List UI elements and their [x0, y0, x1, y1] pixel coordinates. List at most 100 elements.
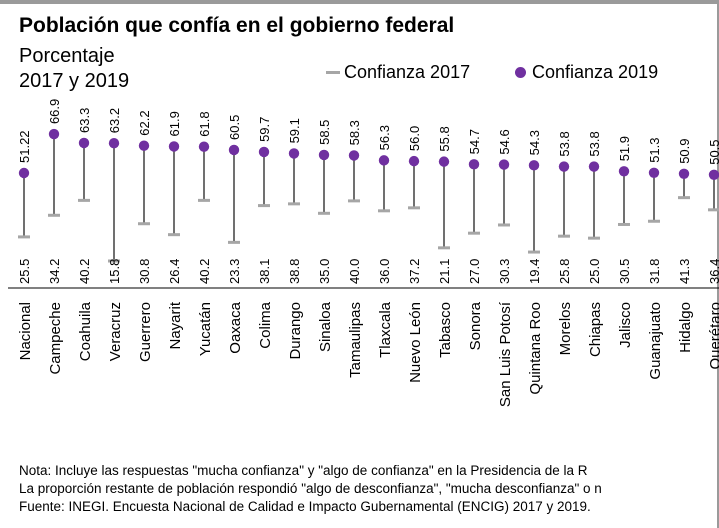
category-label: Tlaxcala: [377, 301, 394, 358]
legend-line-marker: [326, 71, 340, 74]
data-label-2017: 26.4: [167, 259, 182, 284]
data-label-2019: 58.3: [347, 120, 362, 145]
data-label-2019: 53.8: [587, 131, 602, 156]
category-label: Nacional: [17, 302, 34, 360]
point-2019: [108, 138, 120, 149]
category-label: Tamaulipas: [347, 302, 364, 378]
data-label-2019: 60.5: [227, 115, 242, 140]
point-2019: [18, 167, 30, 179]
data-label-2019: 59.1: [287, 118, 302, 143]
data-label-2019: 53.8: [557, 131, 572, 156]
category-label: Morelos: [557, 302, 574, 355]
data-label-2019: 62.2: [137, 110, 152, 135]
point-2019: [618, 166, 630, 177]
data-label-2019: 63.3: [77, 108, 92, 133]
data-label-2019: 66.9: [47, 99, 62, 124]
point-2019: [228, 144, 240, 156]
category-label: Sonora: [467, 301, 484, 350]
category-label: Querétaro: [707, 302, 719, 370]
point-2019: [468, 159, 480, 170]
footnote-line-1: Nota: Incluye las respuestas "mucha conf…: [19, 463, 588, 478]
category-label: Tabasco: [437, 302, 454, 358]
data-label-2017: 36.4: [707, 259, 719, 284]
frame-right-border: [717, 0, 719, 528]
point-2019: [408, 155, 420, 167]
data-label-2017: 40.0: [347, 259, 362, 284]
data-label-2017: 25.0: [587, 259, 602, 284]
category-label: Jalisco: [617, 302, 634, 348]
data-label-2017: 30.5: [617, 259, 632, 284]
data-label-2019: 54.3: [527, 130, 542, 155]
point-2019: [168, 141, 180, 152]
data-label-2017: 27.0: [467, 259, 482, 284]
point-2019: [678, 168, 690, 179]
point-2019: [378, 155, 390, 166]
legend-label-2019: Confianza 2019: [532, 62, 659, 82]
chart-title: Población que confía en el gobierno fede…: [19, 14, 455, 37]
data-label-2017: 30.3: [497, 259, 512, 284]
subtitle-units: Porcentaje: [19, 45, 115, 67]
data-label-2019: 51.22: [17, 130, 32, 163]
category-label: Yucatán: [197, 302, 214, 356]
footnote-line-2: La proporción restante de población resp…: [19, 481, 602, 496]
point-2019: [528, 160, 540, 171]
category-label: Colima: [257, 301, 274, 348]
footnote-source: Fuente: INEGI. Encuesta Nacional de Cali…: [19, 499, 591, 514]
data-label-2017: 21.1: [437, 259, 452, 284]
data-label-2017: 36.0: [377, 259, 392, 284]
point-2019: [198, 141, 210, 152]
point-2019: [648, 167, 660, 179]
point-2019: [288, 148, 300, 159]
data-label-2019: 56.0: [407, 126, 422, 151]
data-label-2017: 30.8: [137, 259, 152, 284]
point-2019: [258, 146, 270, 158]
category-label: Veracruz: [107, 302, 124, 361]
point-2019: [498, 159, 510, 170]
data-label-2019: 50.5: [707, 139, 719, 164]
point-2019: [78, 137, 90, 149]
point-2019: [438, 156, 450, 167]
point-2019: [708, 169, 719, 180]
chart-subtitle: Porcentaje 2017 y 2019: [19, 44, 129, 94]
frame-top-border: [0, 0, 719, 4]
data-label-2019: 56.3: [377, 125, 392, 150]
data-label-2019: 51.9: [617, 136, 632, 161]
category-label: Nayarit: [167, 301, 184, 349]
category-label: Campeche: [47, 302, 64, 375]
data-label-2017: 40.2: [197, 259, 212, 284]
data-label-2019: 58.5: [317, 120, 332, 145]
data-label-2019: 61.8: [197, 111, 212, 136]
legend-dot-marker: [515, 67, 526, 78]
data-label-2017: 23.3: [227, 259, 242, 284]
point-2019: [138, 140, 150, 151]
data-label-2017: 37.2: [407, 259, 422, 284]
point-2019: [48, 128, 60, 140]
data-label-2017: 38.8: [287, 259, 302, 284]
data-label-2017: 35.0: [317, 259, 332, 284]
data-label-2017: 40.2: [77, 259, 92, 284]
legend-item-2017: Confianza 2017: [326, 62, 470, 83]
data-label-2019: 55.8: [437, 126, 452, 151]
category-label: San Luis Potosí: [497, 301, 514, 407]
data-label-2019: 61.9: [167, 111, 182, 136]
data-label-2019: 50.9: [677, 138, 692, 163]
data-label-2017: 31.8: [647, 259, 662, 284]
category-label: Guerrero: [137, 302, 154, 362]
legend-item-2019: Confianza 2019: [515, 62, 658, 83]
point-2019: [588, 161, 600, 172]
data-label-2019: 63.2: [107, 108, 122, 133]
category-label: Chiapas: [587, 302, 604, 357]
data-label-2017: 15.8: [107, 259, 122, 284]
point-2019: [318, 149, 330, 161]
category-label: Sinaloa: [317, 301, 334, 352]
data-label-2019: 59.7: [257, 117, 272, 142]
category-label: Durango: [287, 302, 304, 360]
data-label-2017: 34.2: [47, 259, 62, 284]
data-label-2017: 25.8: [557, 259, 572, 284]
subtitle-years: 2017 y 2019: [19, 70, 130, 92]
data-label-2019: 51.3: [647, 137, 662, 162]
data-label-2017: 25.5: [17, 259, 32, 284]
category-label: Quintana Roo: [527, 302, 544, 395]
data-label-2019: 54.7: [467, 129, 482, 154]
